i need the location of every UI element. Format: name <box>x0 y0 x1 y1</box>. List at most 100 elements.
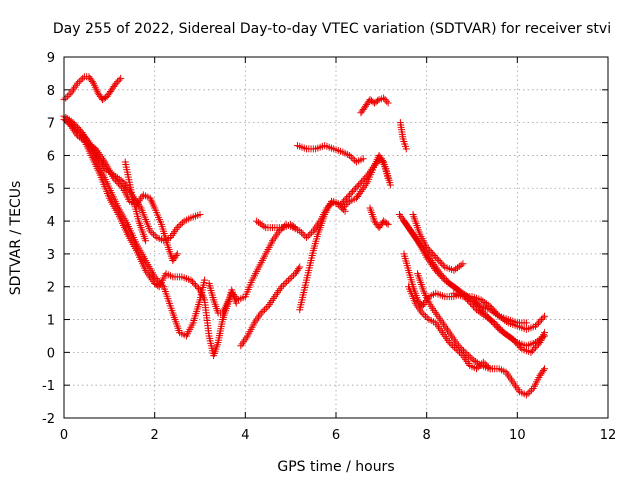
data-point <box>507 334 515 342</box>
data-point <box>498 327 506 335</box>
y-tick-label: 1 <box>47 314 55 329</box>
data-point <box>84 140 92 148</box>
x-tick-label: 12 <box>600 428 617 443</box>
y-tick-label: 0 <box>47 346 55 361</box>
data-point <box>528 386 535 394</box>
y-axis-label: SDTVAR / TECUs <box>8 181 24 296</box>
data-point <box>355 181 363 189</box>
data-point <box>427 248 435 256</box>
data-point <box>510 337 518 345</box>
data-point <box>509 335 517 343</box>
data-point <box>228 289 236 297</box>
data-point <box>481 298 489 306</box>
data-point <box>384 99 392 107</box>
data-point <box>526 388 534 396</box>
data-point <box>231 293 239 301</box>
data-point <box>74 132 82 140</box>
data-point <box>117 74 125 82</box>
data-point <box>483 300 491 308</box>
data-point <box>114 78 122 86</box>
data-point <box>229 291 237 299</box>
data-point <box>515 342 523 350</box>
data-point <box>353 183 361 191</box>
data-point <box>477 296 485 304</box>
data-point <box>457 261 465 269</box>
data-point <box>384 220 392 228</box>
data-point <box>344 192 352 200</box>
data-point <box>86 141 94 149</box>
y-tick-label: 4 <box>47 215 55 230</box>
data-point <box>191 281 199 289</box>
data-point <box>533 320 541 328</box>
data-point <box>90 144 98 152</box>
data-point <box>420 311 428 319</box>
data-point <box>455 262 463 270</box>
data-point <box>464 293 472 301</box>
x-tick-label: 4 <box>241 428 249 443</box>
data-point <box>528 347 536 355</box>
x-tick-label: 0 <box>60 428 68 443</box>
data-point <box>472 298 480 306</box>
data-point <box>457 350 465 358</box>
data-point <box>494 311 502 319</box>
data-point <box>356 189 364 197</box>
data-point <box>450 343 458 351</box>
data-point <box>447 340 455 348</box>
data-point <box>253 217 261 225</box>
data-point <box>257 309 265 317</box>
data-point <box>88 142 96 150</box>
data-point <box>88 78 96 86</box>
data-point <box>530 345 538 353</box>
data-point <box>115 76 123 84</box>
data-point <box>256 220 264 228</box>
data-point <box>541 312 549 320</box>
data-point <box>453 264 461 272</box>
data-point <box>111 176 119 184</box>
y-tick-label: 6 <box>47 149 55 164</box>
data-point <box>79 74 87 82</box>
data-point <box>447 281 455 289</box>
data-point <box>380 94 388 102</box>
data-point <box>533 342 541 350</box>
series-arc-f <box>121 158 150 245</box>
series-arc-h <box>237 263 304 350</box>
data-point <box>194 284 202 292</box>
data-point <box>441 275 449 283</box>
data-point <box>381 96 389 104</box>
data-point <box>148 229 156 237</box>
data-point <box>449 282 457 290</box>
data-point <box>196 211 204 219</box>
data-point <box>445 339 453 347</box>
data-point <box>79 136 87 144</box>
data-point <box>113 178 121 186</box>
data-point <box>491 319 499 327</box>
data-point <box>539 314 547 322</box>
data-point <box>468 355 476 363</box>
data-point <box>384 174 392 182</box>
data-point <box>286 275 294 283</box>
data-point <box>524 389 532 397</box>
data-point <box>485 315 493 323</box>
data-point <box>516 343 524 351</box>
data-point <box>65 91 73 99</box>
data-point <box>278 283 286 291</box>
y-tick-label: 3 <box>47 248 55 263</box>
data-point <box>479 297 487 305</box>
data-point <box>476 361 484 369</box>
x-tick-label: 2 <box>151 428 159 443</box>
data-point <box>77 76 85 84</box>
data-point <box>522 319 530 327</box>
data-point <box>117 183 125 191</box>
data-point <box>62 94 70 102</box>
data-point <box>492 309 500 317</box>
data-point <box>63 92 71 100</box>
data-point <box>472 358 480 366</box>
series-arc-i <box>253 217 299 232</box>
data-point <box>534 319 542 327</box>
data-point <box>445 279 453 287</box>
data-point <box>474 307 482 315</box>
y-tick-label: 8 <box>47 84 55 99</box>
data-point <box>479 358 487 366</box>
series-arc-d <box>62 115 204 245</box>
